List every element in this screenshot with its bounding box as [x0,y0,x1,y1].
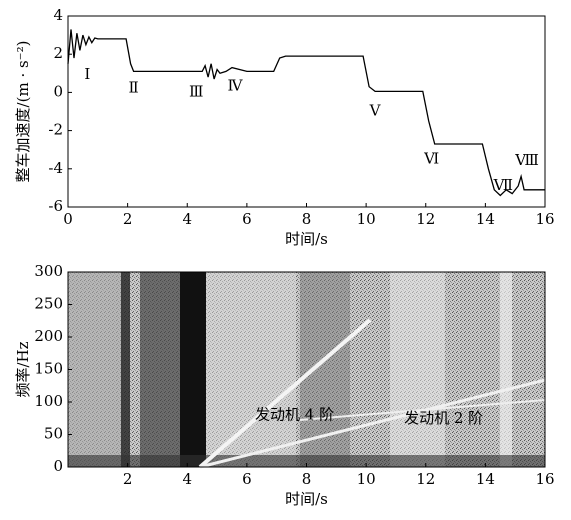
annotation: Ⅰ [84,65,90,83]
y-tick-label: 250 [34,295,63,313]
data-line [67,29,545,197]
y-axis-label: 频率/Hz [14,341,32,397]
y-axis-label: 整车加速度/(m · s⁻²) [14,41,32,183]
x-tick-label: 8 [302,470,312,488]
spectrogram-image [68,272,546,469]
x-tick-label: 6 [242,210,252,228]
annotation: Ⅵ [423,149,439,167]
annotation: Ⅲ [189,82,203,100]
annotation: Ⅶ [493,176,513,194]
x-tick-label: 4 [182,210,192,228]
y-tick-label: 2 [53,44,63,62]
x-tick-label: 12 [416,470,435,488]
axes-frame [67,15,546,208]
x-tick-label: 6 [242,470,252,488]
y-tick-label: 300 [34,262,63,280]
y-tick-label: 0 [53,457,63,475]
x-tick-label: 16 [535,210,554,228]
annotation: 发动机 2 阶 [404,409,483,427]
y-tick-label: 100 [34,392,63,410]
x-tick-label: 2 [123,210,133,228]
x-axis-label: 时间/s [285,490,328,508]
annotation: Ⅱ [128,79,138,97]
x-tick-label: 0 [63,210,73,228]
y-tick-label: 50 [44,425,63,443]
x-tick-label: 2 [123,470,133,488]
x-tick-label: 4 [182,470,192,488]
annotation: Ⅳ [227,77,243,95]
x-tick-label: 12 [416,210,435,228]
x-tick-label: 8 [302,210,312,228]
annotation: Ⅴ [369,102,382,120]
y-tick-label: 200 [34,327,63,345]
annotation: Ⅷ [514,151,539,169]
y-tick-label: -2 [48,121,63,139]
x-tick-label: 14 [476,210,495,228]
x-tick-label: 10 [357,470,376,488]
y-tick-label: -4 [48,159,63,177]
x-axis-label: 时间/s [285,230,328,248]
x-tick-label: 14 [476,470,495,488]
y-tick-label: 150 [34,360,63,378]
annotation: 发动机 4 阶 [255,406,334,424]
x-tick-label: 16 [535,470,554,488]
y-tick-label: 4 [53,6,63,24]
y-tick-label: 0 [53,82,63,100]
y-tick-label: -6 [48,197,63,215]
x-tick-label: 10 [357,210,376,228]
